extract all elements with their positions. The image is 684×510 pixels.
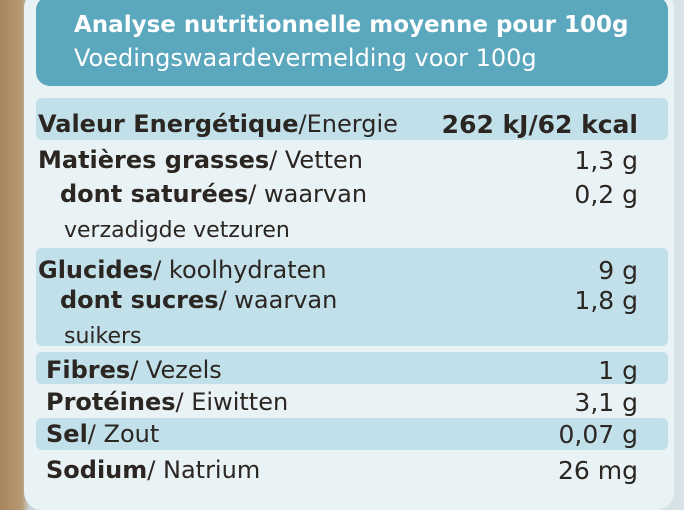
nutrient-nl: / Zout [87,420,160,448]
row-band [36,98,668,140]
nutrient-value: 262 kJ/62 kcal [441,110,638,139]
nutrient-fr: Protéines [46,388,176,416]
nutrient-name: Valeur Energétique/Energie [38,110,398,138]
nutrient-name: Fibres/ Vezels [46,356,222,384]
nutrient-fr: Valeur Energétique [38,110,299,138]
nutrient-value: 3,1 g [574,388,638,417]
nutrient-name: Matières grasses/ Vetten [38,146,363,174]
header-band: Analyse nutritionnelle moyenne pour 100g… [36,0,668,86]
row-band [36,248,668,346]
nutrient-name: Sel/ Zout [46,420,159,448]
nutrient-nl: / Eiwitten [175,388,289,416]
row-band [36,352,668,384]
nutrient-nl: / waarvan [218,286,338,314]
nutrient-fr: Sodium [46,456,148,484]
nutrient-name: Protéines/ Eiwitten [46,388,288,416]
nutrient-fr: Sel [46,420,88,448]
title: Analyse nutritionnelle moyenne pour 100g [74,12,629,38]
nutrient-nl: /Energie [298,110,398,138]
nutrient-value: 1,3 g [574,146,638,175]
subtitle: Voedingswaardevermelding voor 100g [74,44,537,72]
nutrient-fr: Matières grasses [38,146,270,174]
nutrient-value: 1,8 g [574,286,638,315]
nutrient-value: 0,07 g [558,420,638,449]
nutrition-label: Analyse nutritionnelle moyenne pour 100g… [24,0,674,510]
nutrient-fr: dont sucres [60,286,219,314]
nutrient-nl: / Vezels [130,356,222,384]
nutrient-note: suikers [64,324,142,349]
nutrient-fr: dont saturées [60,180,249,208]
nutrient-name: Sodium/ Natrium [46,456,260,484]
row-band [36,418,668,450]
nutrient-value: 9 g [598,256,638,285]
nutrient-value: 26 mg [558,456,638,485]
nutrient-name: dont saturées/ waarvan [60,180,367,208]
nutrient-nl: / Vetten [269,146,363,174]
nutrient-nl: / koolhydraten [153,256,327,284]
nutrient-name: dont sucres/ waarvan [60,286,337,314]
nutrient-fr: Glucides [38,256,154,284]
nutrient-value: 0,2 g [574,180,638,209]
nutrient-note: verzadigde vetzuren [64,218,290,243]
nutrient-name: Glucides/ koolhydraten [38,256,327,284]
nutrient-nl: / Natrium [147,456,261,484]
nutrient-fr: Fibres [46,356,131,384]
nutrient-value: 1 g [598,356,638,385]
nutrient-nl: / waarvan [248,180,368,208]
